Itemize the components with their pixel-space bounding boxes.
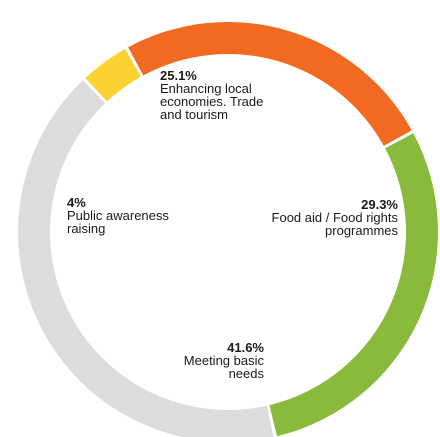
slice-category-label: needs (229, 366, 265, 381)
slice-percent-label: 25.1% (160, 68, 197, 83)
slice-category-label: Meeting basic (184, 353, 265, 368)
slice-4 (128, 21, 412, 146)
slice-category-label: programmes (325, 223, 398, 238)
slice-category-label: Enhancing local (160, 81, 252, 96)
slice-percent-label: 41.6% (227, 340, 264, 355)
slice-3 (85, 48, 141, 102)
slice-2 (18, 80, 274, 437)
slice-category-label: Food aid / Food rights (272, 210, 399, 225)
slices-layer (18, 21, 438, 437)
slice-category-label: raising (67, 221, 105, 236)
slice-percent-label: 4% (67, 195, 86, 210)
slice-1 (269, 133, 438, 437)
slice-category-label: and tourism (160, 107, 228, 122)
slice-category-label: Public awareness (67, 208, 169, 223)
slice-category-label: economies. Trade (160, 94, 263, 109)
slice-percent-label: 29.3% (361, 197, 398, 212)
